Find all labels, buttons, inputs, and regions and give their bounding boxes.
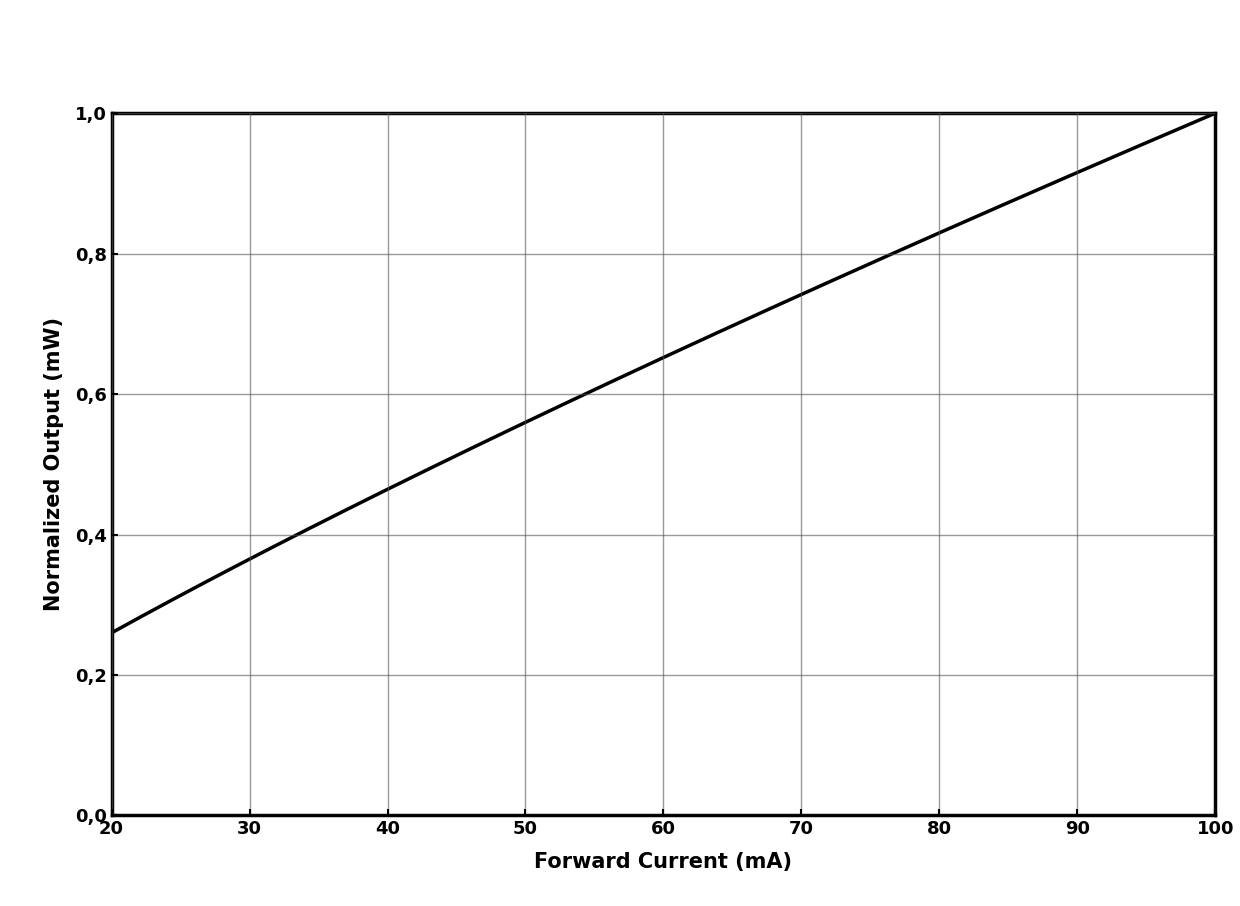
Y-axis label: Normalized Output (mW): Normalized Output (mW): [43, 317, 63, 612]
Text: ■  Normalized LED Output vs Forward Current: ■ Normalized LED Output vs Forward Curre…: [15, 35, 748, 63]
X-axis label: Forward Current (mA): Forward Current (mA): [534, 853, 792, 872]
